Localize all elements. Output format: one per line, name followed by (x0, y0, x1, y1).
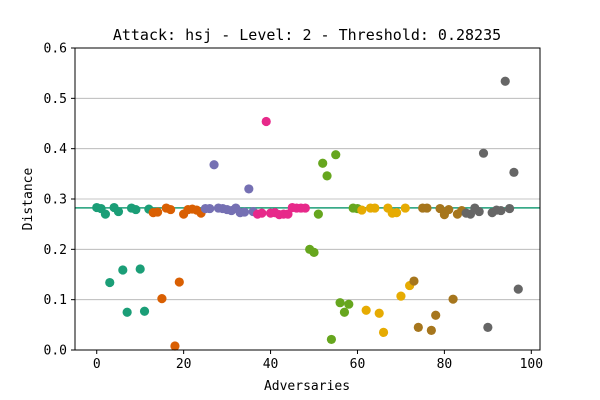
y-tick-label: 0.6 (44, 42, 67, 57)
data-point (357, 205, 367, 215)
y-axis-ticks: 0.0 0.1 0.2 0.3 0.4 0.5 0.6 (44, 42, 75, 359)
data-point (174, 277, 184, 287)
data-point (318, 158, 328, 168)
y-tick-label: 0.4 (44, 142, 68, 157)
data-point (313, 209, 323, 219)
y-axis-label: Distance (21, 168, 36, 231)
data-point (205, 203, 215, 214)
x-tick-label: 100 (520, 357, 543, 372)
x-tick-label: 20 (176, 357, 192, 372)
data-point (331, 150, 341, 160)
data-point (496, 205, 506, 216)
data-point (118, 265, 128, 275)
data-point (122, 307, 132, 317)
x-tick-label: 60 (350, 357, 366, 372)
chart-title: Attack: hsj - Level: 2 - Threshold: 0.28… (113, 26, 501, 44)
data-point (409, 276, 419, 286)
data-point (361, 305, 371, 315)
data-point (257, 208, 267, 218)
x-axis-label: Adversaries (264, 379, 350, 394)
data-point (448, 294, 458, 304)
y-tick-label: 0.3 (44, 193, 67, 208)
data-point (166, 204, 176, 215)
data-point (344, 299, 354, 309)
data-point (504, 203, 515, 214)
data-point (139, 306, 150, 316)
data-point (378, 327, 389, 337)
data-points (92, 76, 523, 351)
data-point (413, 322, 423, 332)
data-point (483, 322, 493, 332)
data-point (244, 184, 254, 194)
data-point (444, 204, 454, 215)
data-point (157, 294, 167, 304)
y-tick-label: 0.1 (44, 293, 67, 308)
data-point (113, 206, 124, 217)
x-tick-label: 40 (263, 357, 279, 372)
data-point (500, 76, 510, 86)
data-point (170, 341, 180, 351)
data-point (239, 207, 250, 217)
data-point (431, 310, 441, 320)
data-point (131, 204, 141, 215)
data-point (370, 203, 380, 213)
y-tick-label: 0.2 (44, 243, 67, 258)
data-point (261, 116, 271, 127)
data-point (339, 307, 350, 317)
x-axis-ticks: 0 20 40 60 80 100 (93, 350, 543, 372)
data-point (152, 207, 163, 217)
data-point (309, 247, 319, 257)
data-point (300, 203, 310, 213)
data-point (283, 209, 293, 219)
data-point (426, 325, 436, 335)
data-point (135, 264, 145, 274)
y-tick-label: 0.5 (44, 92, 67, 107)
grid-lines (75, 97, 540, 301)
data-point (105, 277, 115, 288)
data-point (335, 298, 345, 308)
data-point (391, 207, 402, 218)
data-point (400, 203, 410, 213)
data-point (513, 284, 523, 294)
x-tick-label: 80 (437, 357, 453, 372)
data-point (396, 291, 406, 301)
data-point (374, 308, 384, 318)
data-point (478, 148, 489, 158)
data-point (209, 160, 219, 170)
data-point (322, 171, 332, 181)
data-point (326, 334, 337, 345)
data-point (422, 203, 432, 213)
data-point (509, 167, 519, 177)
x-tick-label: 0 (93, 357, 101, 372)
data-point (100, 209, 111, 219)
data-point (474, 206, 484, 217)
y-tick-label: 0.0 (44, 344, 67, 359)
